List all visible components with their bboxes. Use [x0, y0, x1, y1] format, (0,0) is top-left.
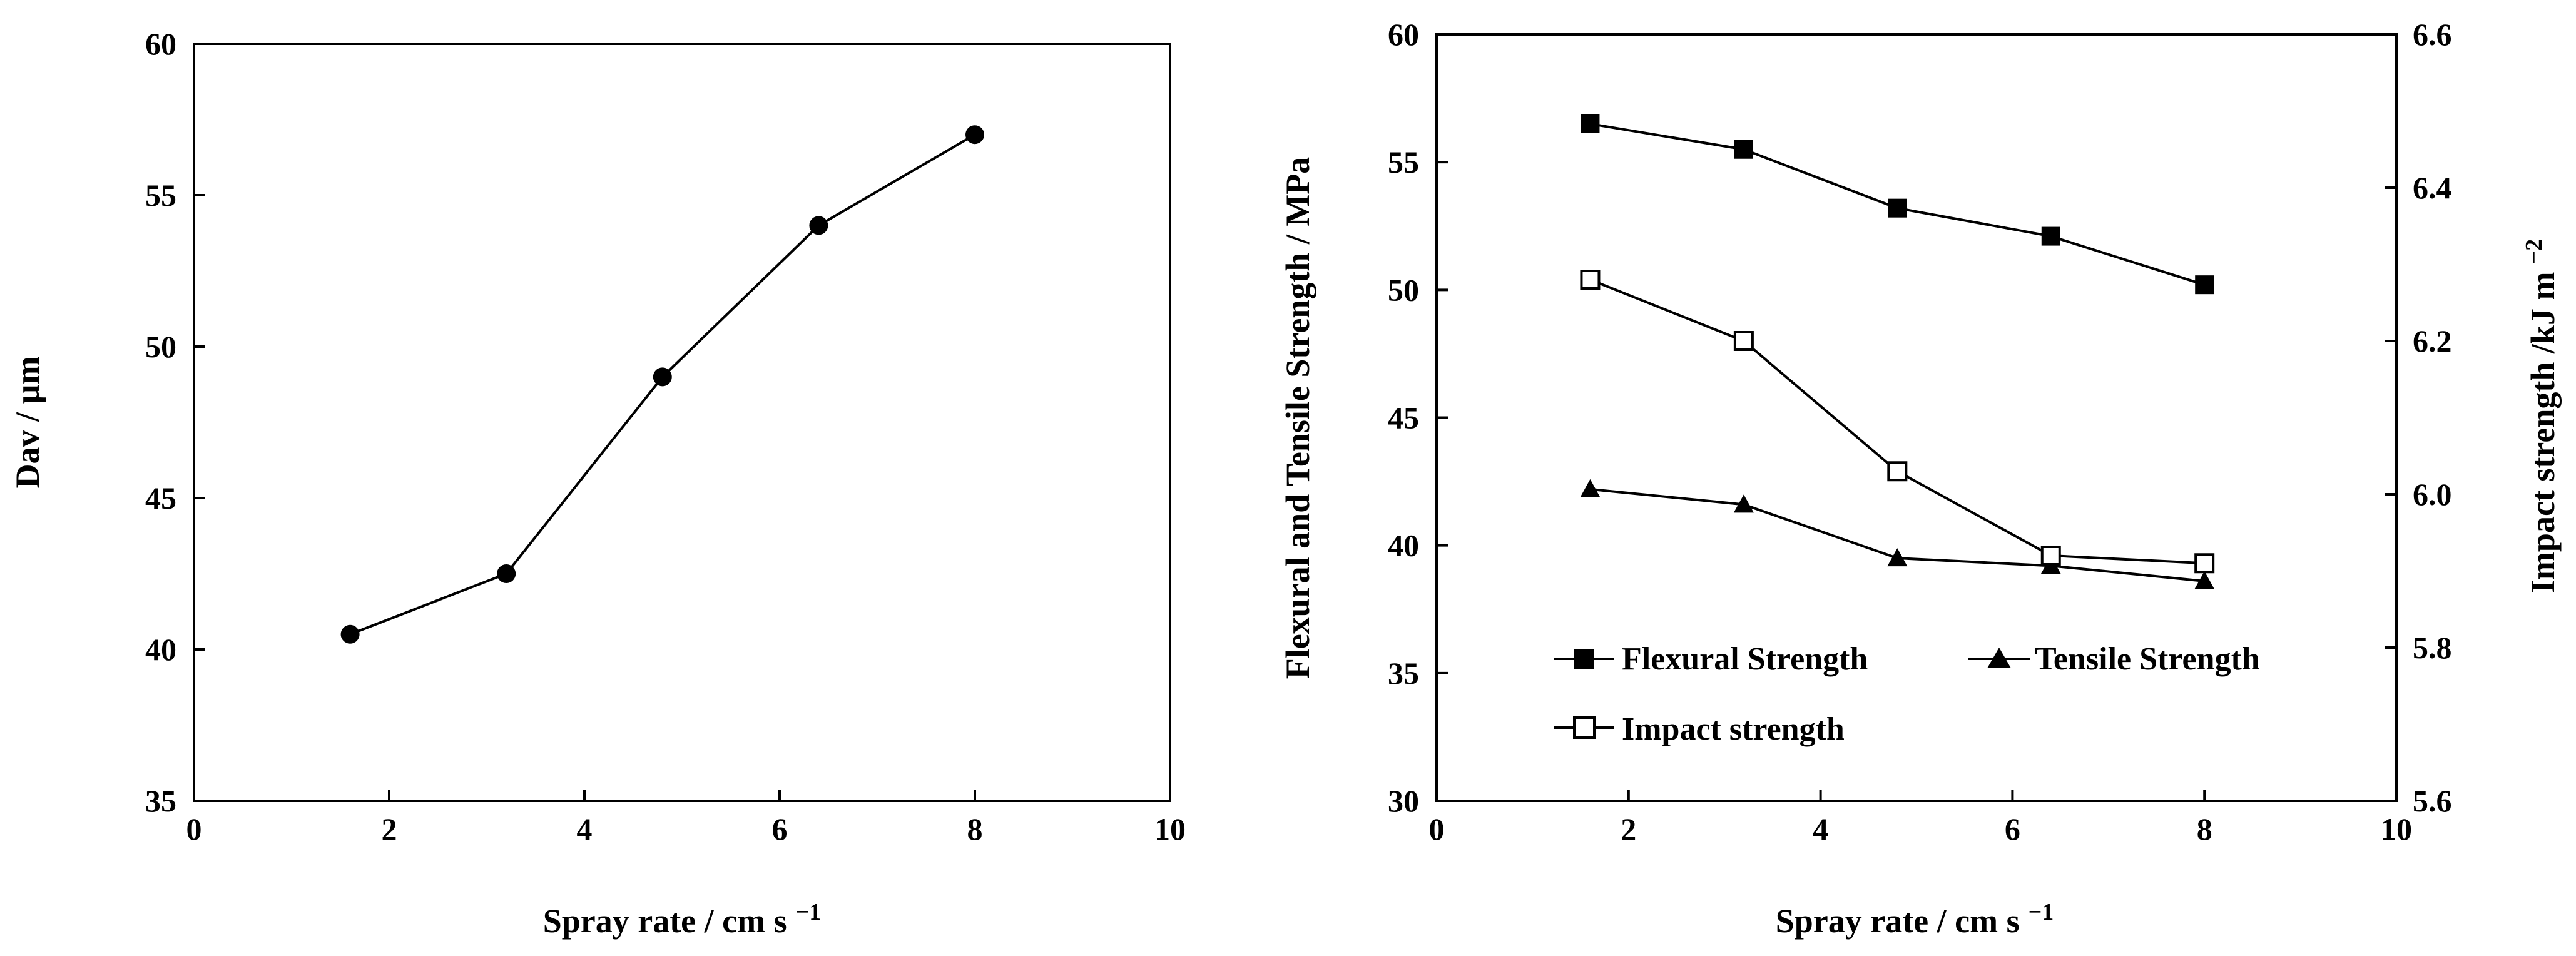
legend: Flexural Strength Tensile Strength Impac… — [1554, 641, 2260, 747]
x-tick-label: 4 — [1813, 811, 1828, 847]
x-axis-title: Spray rate / cm s −1 — [543, 899, 822, 940]
y2-tick-label: 6.2 — [2413, 323, 2452, 358]
y-tick-label: 45 — [145, 481, 176, 516]
legend-label-impact: Impact strength — [1622, 711, 1845, 747]
y2-tick-label: 6.6 — [2413, 17, 2452, 52]
x-tick-label: 10 — [1154, 811, 1186, 847]
x-tick-label: 0 — [1429, 811, 1445, 847]
data-point-flexural-strength — [2195, 275, 2214, 295]
data-point-dav — [497, 564, 516, 583]
x-tick-label: 6 — [2005, 811, 2020, 847]
series-group — [340, 125, 984, 644]
data-point-dav — [653, 367, 672, 387]
legend-label-flexural: Flexural Strength — [1622, 641, 1868, 677]
y-tick-label: 60 — [145, 26, 176, 61]
y-tick-label: 40 — [145, 632, 176, 667]
x-tick-label: 4 — [577, 811, 593, 847]
data-point-flexural-strength — [1888, 198, 1907, 218]
y2-axis-title: Impact strength /kJ m−2 — [2521, 239, 2562, 593]
x-tick-label: 8 — [2197, 811, 2212, 847]
y-tick-label: 55 — [1388, 145, 1419, 180]
data-point-flexural-strength — [2041, 226, 2060, 246]
x-axis-ticks: 0 2 4 6 8 10 — [1429, 790, 2412, 847]
legend-marker-tensile — [1987, 648, 2011, 668]
y2-tick-label: 6.4 — [2413, 170, 2452, 205]
y-tick-label: 40 — [1388, 528, 1419, 563]
y-tick-label: 50 — [1388, 272, 1419, 307]
strength-chart: 0 2 4 6 8 10 30 35 40 45 50 55 60 5.6 5.8 6.0 6.2 6.4 6.… — [1279, 17, 2562, 940]
x-tick-label: 10 — [2381, 811, 2412, 847]
legend-item-flexural: Flexural Strength — [1554, 641, 1868, 677]
data-point-tensile-strength — [1580, 479, 1601, 497]
legend-marker-flexural — [1574, 649, 1594, 669]
x-tick-label: 6 — [772, 811, 788, 847]
data-point-flexural-strength — [1734, 140, 1753, 159]
data-point-tensile-strength — [1887, 548, 1908, 567]
data-point-impact-strength — [2194, 553, 2215, 574]
x-tick-label: 0 — [186, 811, 202, 847]
data-point-tensile-strength — [1733, 494, 1754, 513]
dav-chart: 0 2 4 6 8 10 35 40 45 50 55 60 Spray rate / cm s −1… — [9, 26, 1186, 940]
y-tick-label: 35 — [1388, 656, 1419, 691]
legend-item-tensile: Tensile Strength — [1968, 641, 2260, 677]
data-point-tensile-strength — [2194, 571, 2215, 589]
x-axis-ticks: 0 2 4 6 8 10 — [186, 790, 1186, 847]
x-tick-label: 2 — [1621, 811, 1636, 847]
data-point-impact-strength — [2040, 546, 2061, 566]
y2-axis-ticks: 5.6 5.8 6.0 6.2 6.4 6.6 — [2385, 17, 2452, 818]
legend-marker-impact — [1573, 716, 1596, 739]
x-axis-title: Spray rate / cm s −1 — [1776, 899, 2054, 940]
x-tick-label: 8 — [967, 811, 983, 847]
y-tick-label: 35 — [145, 783, 176, 818]
y2-tick-label: 5.6 — [2413, 783, 2452, 818]
legend-label-tensile: Tensile Strength — [2035, 641, 2260, 677]
y-tick-label: 50 — [145, 329, 176, 364]
data-point-impact-strength — [1733, 331, 1754, 351]
plot-area-frame — [193, 43, 1171, 802]
legend-item-impact: Impact strength — [1554, 711, 1845, 747]
y2-tick-label: 5.8 — [2413, 630, 2452, 665]
y-tick-label: 55 — [145, 178, 176, 213]
data-point-dav — [340, 624, 360, 644]
data-point-impact-strength — [1580, 270, 1601, 290]
y-axis-ticks: 35 40 45 50 55 60 — [145, 26, 205, 818]
data-point-impact-strength — [1887, 461, 1908, 482]
y-axis-ticks: 30 35 40 45 50 55 60 — [1388, 17, 1448, 818]
y2-tick-label: 6.0 — [2413, 477, 2452, 512]
y-axis-title: Dav / µm — [9, 356, 46, 488]
y-tick-label: 45 — [1388, 400, 1419, 435]
y-tick-label: 30 — [1388, 783, 1419, 818]
data-point-dav — [809, 216, 828, 235]
y-axis-title: Flexural and Tensile Strength / MPa — [1279, 157, 1316, 679]
data-point-dav — [965, 125, 984, 145]
x-tick-label: 2 — [382, 811, 397, 847]
data-point-flexural-strength — [1581, 114, 1600, 133]
series-group — [1580, 114, 2215, 589]
y-tick-label: 60 — [1388, 17, 1419, 52]
